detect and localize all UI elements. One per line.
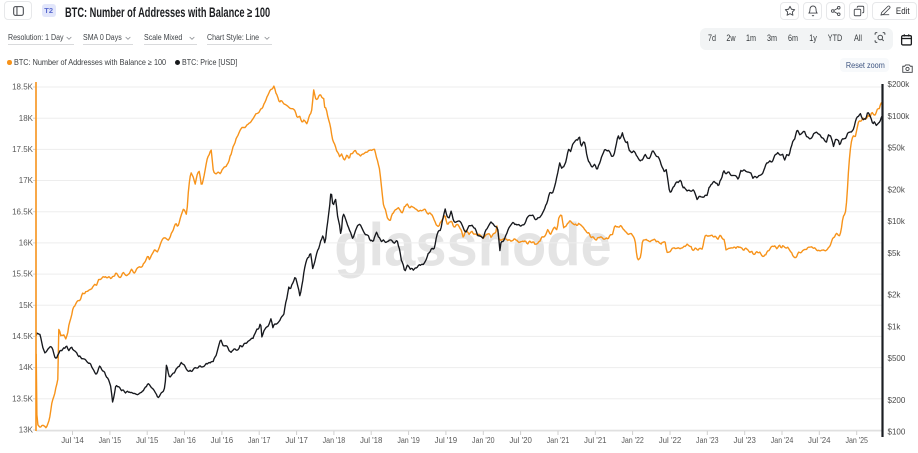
svg-text:16K: 16K	[19, 239, 34, 248]
svg-text:13.5K: 13.5K	[12, 394, 34, 403]
svg-text:glassnode: glassnode	[334, 212, 611, 279]
svg-text:$10k: $10k	[888, 217, 906, 226]
svg-text:Jul '14: Jul '14	[61, 436, 84, 445]
svg-text:17K: 17K	[19, 176, 34, 185]
svg-text:18K: 18K	[19, 114, 34, 123]
svg-text:Jan '23: Jan '23	[696, 436, 719, 445]
svg-text:16.5K: 16.5K	[12, 207, 34, 216]
svg-text:Jul '18: Jul '18	[360, 436, 383, 445]
svg-text:Jan '20: Jan '20	[472, 436, 495, 445]
svg-text:Jan '17: Jan '17	[248, 436, 271, 445]
svg-text:Jul '23: Jul '23	[733, 436, 756, 445]
svg-text:$200: $200	[888, 396, 906, 405]
svg-text:15K: 15K	[19, 301, 34, 310]
svg-text:15.5K: 15.5K	[12, 270, 34, 279]
svg-text:$50k: $50k	[888, 144, 906, 153]
svg-text:Jan '19: Jan '19	[397, 436, 420, 445]
svg-text:$200k: $200k	[888, 80, 911, 89]
svg-text:$1k: $1k	[888, 322, 902, 331]
svg-text:$100k: $100k	[888, 112, 911, 121]
svg-text:13K: 13K	[19, 426, 34, 435]
svg-text:Jul '17: Jul '17	[285, 436, 308, 445]
svg-text:$100: $100	[888, 428, 906, 437]
svg-text:$2k: $2k	[888, 291, 902, 300]
svg-text:Jan '25: Jan '25	[845, 436, 868, 445]
svg-text:$500: $500	[888, 354, 906, 363]
svg-text:Jul '22: Jul '22	[659, 436, 682, 445]
svg-text:Jul '24: Jul '24	[808, 436, 831, 445]
svg-text:Jul '21: Jul '21	[584, 436, 607, 445]
svg-text:18.5K: 18.5K	[12, 83, 34, 92]
svg-text:14.5K: 14.5K	[12, 332, 34, 341]
svg-text:Jul '16: Jul '16	[211, 436, 234, 445]
svg-text:$20k: $20k	[888, 185, 906, 194]
svg-text:Jan '22: Jan '22	[621, 436, 644, 445]
svg-text:14K: 14K	[19, 363, 34, 372]
svg-text:Jan '24: Jan '24	[771, 436, 794, 445]
svg-text:Jul '19: Jul '19	[435, 436, 458, 445]
svg-text:Jan '21: Jan '21	[547, 436, 570, 445]
svg-text:Jan '16: Jan '16	[173, 436, 196, 445]
svg-text:Jul '20: Jul '20	[509, 436, 532, 445]
svg-text:17.5K: 17.5K	[12, 145, 34, 154]
svg-text:Jan '18: Jan '18	[323, 436, 346, 445]
svg-text:$5k: $5k	[888, 249, 902, 258]
svg-text:Jan '15: Jan '15	[99, 436, 122, 445]
svg-text:Jul '15: Jul '15	[136, 436, 159, 445]
